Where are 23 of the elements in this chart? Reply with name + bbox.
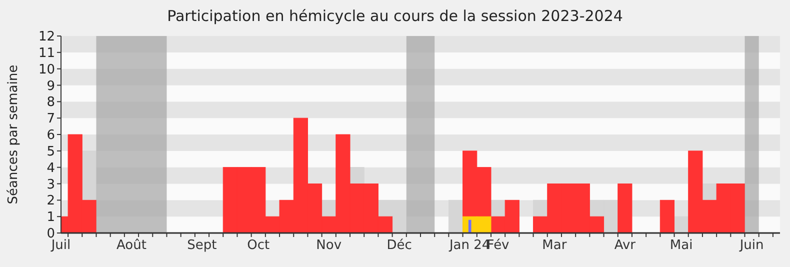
y-axis-title: Séances par semaine [6, 64, 21, 204]
y-tick-label: 8 [46, 95, 55, 110]
x-tick-label: Juin [738, 238, 764, 253]
y-tick-label: 5 [46, 144, 55, 160]
x-tick-label: Oct [247, 238, 270, 253]
x-tick-label: Avr [614, 238, 636, 253]
x-tick-label: Nov [316, 238, 342, 253]
y-tick-label: 10 [38, 62, 55, 78]
y-tick-label: 6 [46, 128, 55, 144]
y-tick-label: 12 [38, 30, 55, 45]
x-tick-label: Août [116, 238, 146, 253]
y-tick-label: 4 [46, 160, 55, 176]
y-tick-label: 7 [46, 112, 55, 127]
x-tick-label: Déc [386, 238, 412, 253]
chart-title: Participation en hémicycle au cours de la session 2023-2024 [167, 7, 623, 25]
y-tick-label: 2 [46, 194, 55, 209]
x-tick-label: Mai [670, 238, 693, 253]
y-tick-label: 9 [46, 78, 55, 94]
x-tick-label: Mar [542, 238, 568, 253]
y-tick-label: 1 [46, 210, 55, 226]
x-tick-label: Sept [187, 238, 217, 253]
y-tick-label: 11 [38, 46, 55, 61]
y-tick-label: 3 [46, 177, 55, 192]
